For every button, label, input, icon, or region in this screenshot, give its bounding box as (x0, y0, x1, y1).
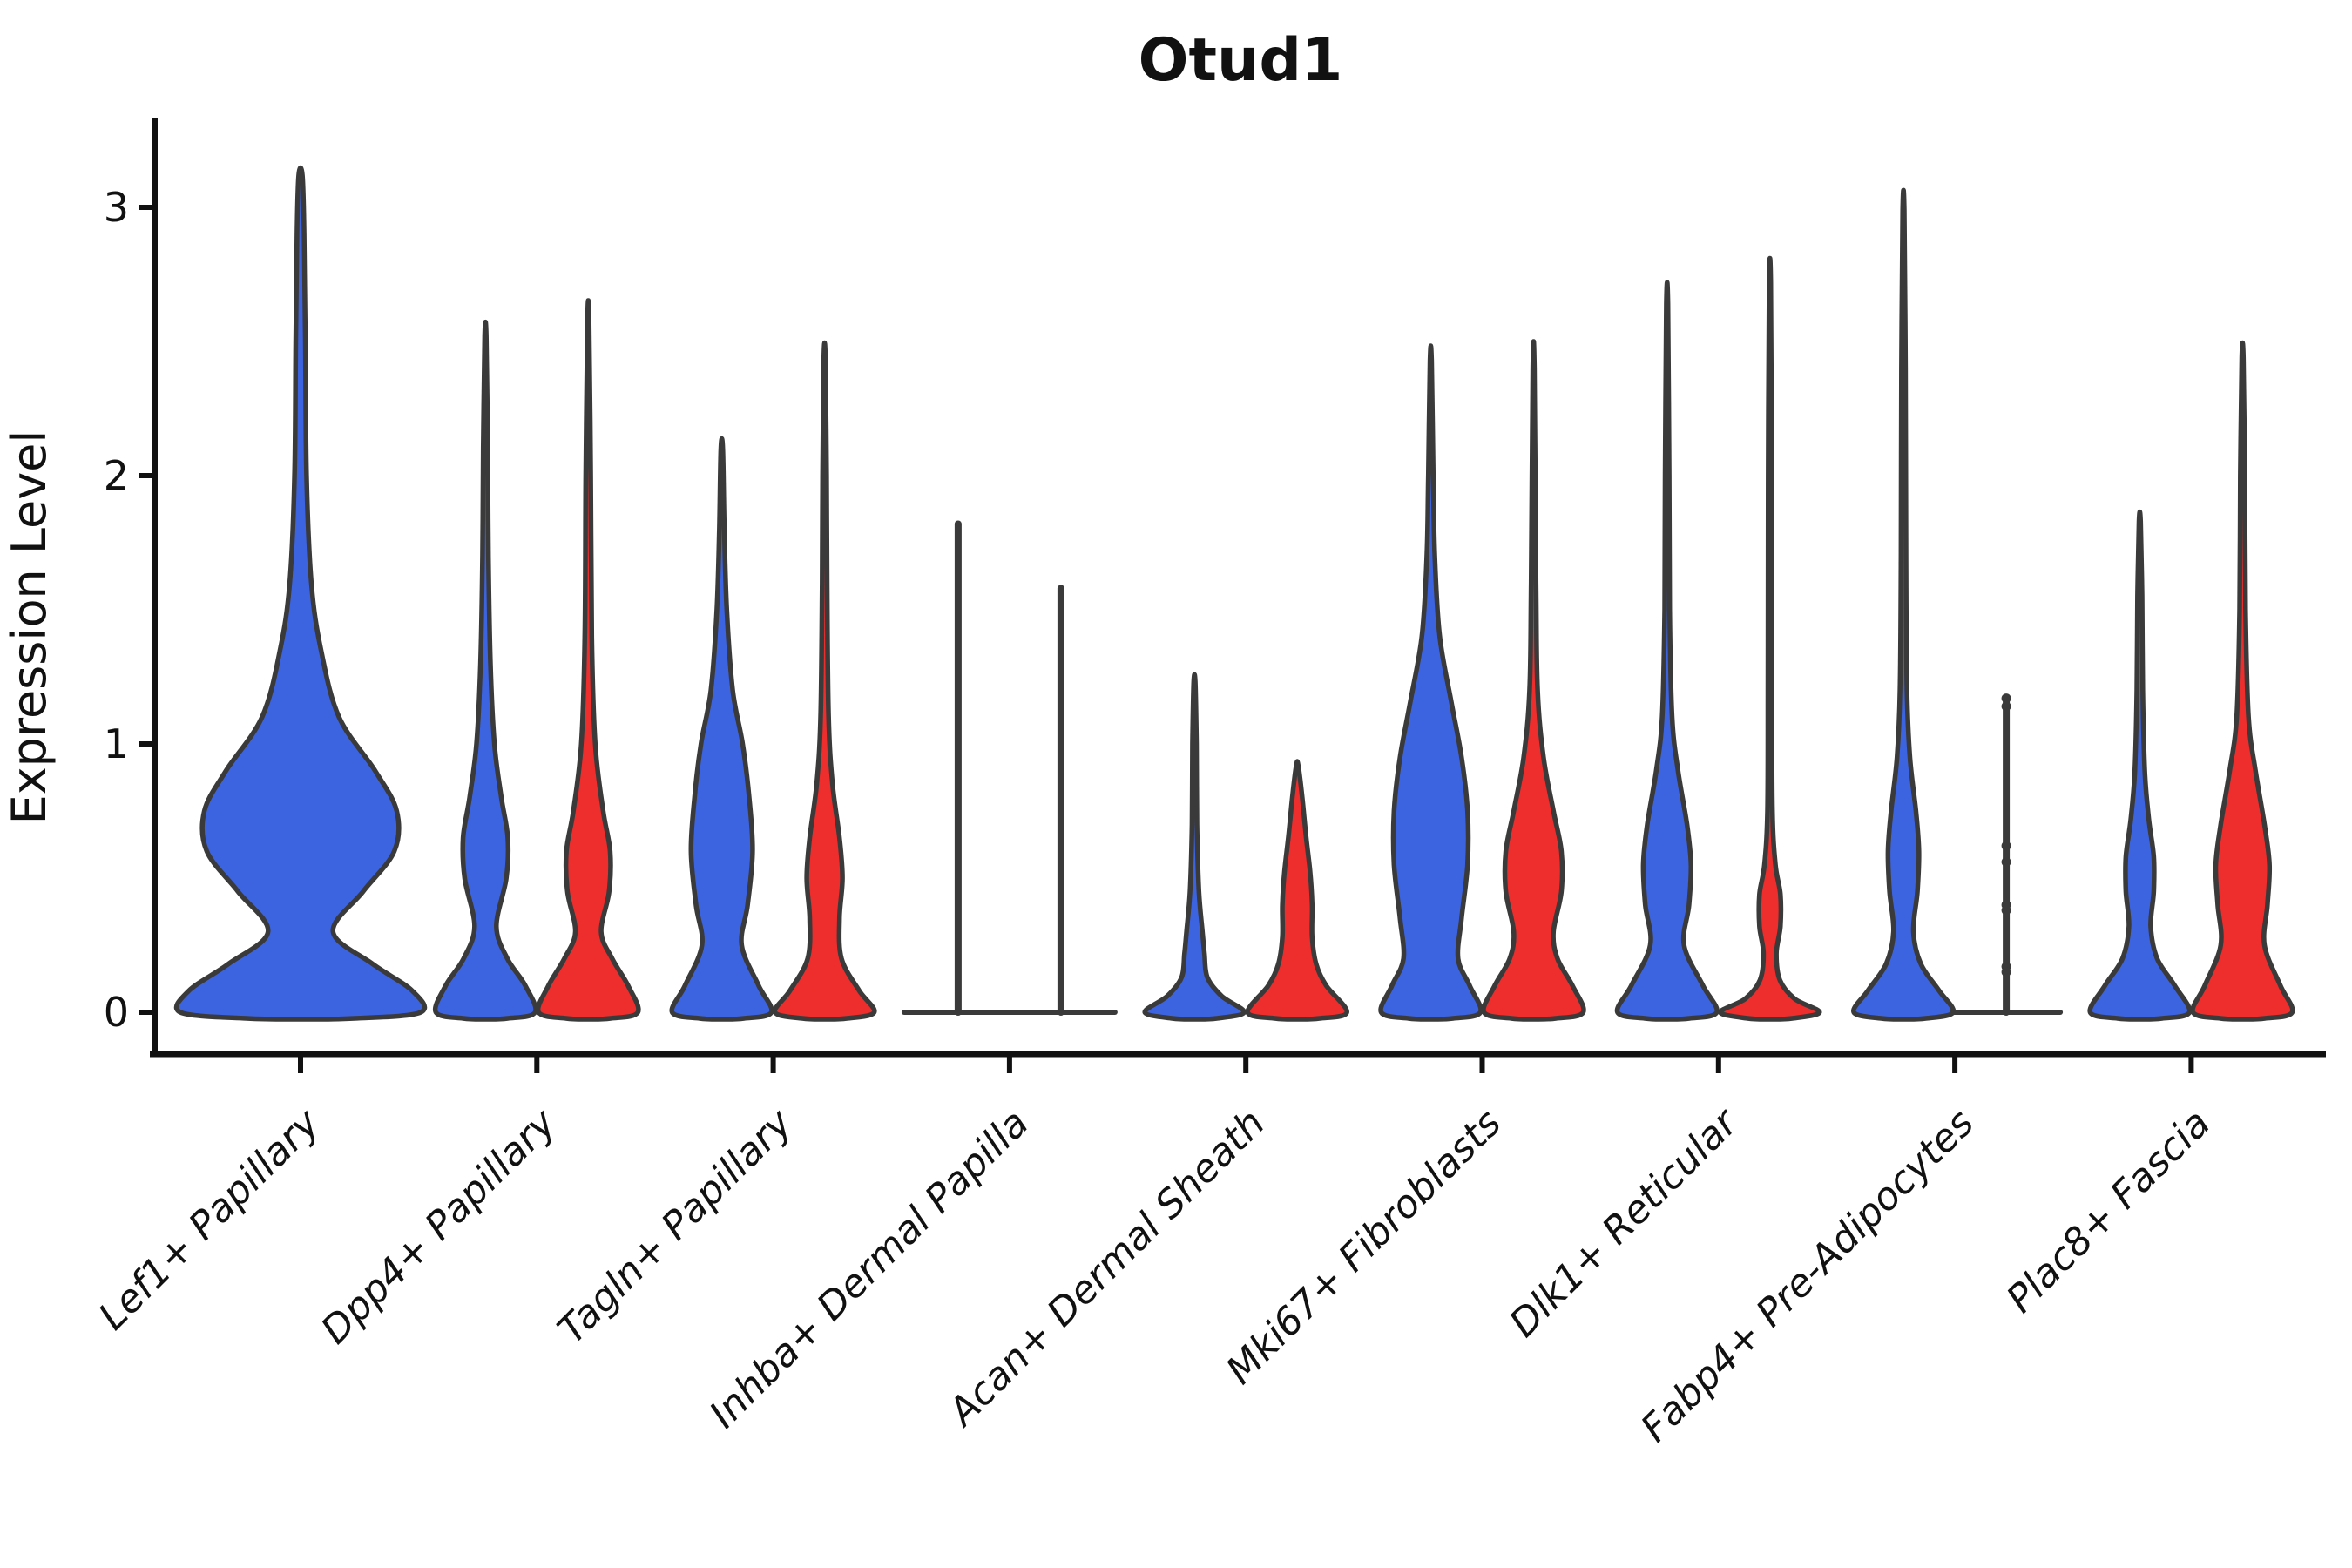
violin-fabp4-pre-adipocytes-blue (1851, 187, 1957, 1022)
x-tick-label-mki67-fibroblasts: Mki67+ Fibroblasts (1218, 1101, 1510, 1393)
x-tick-label-dpp4-papillary: Dpp4+ Papillary (313, 1100, 565, 1353)
violin-plac8-fascia-red (2190, 340, 2295, 1022)
y-tick-label: 1 (104, 720, 129, 767)
y-axis-ticks: 0 1 2 3 (104, 184, 155, 1036)
x-tick-label-plac8-fascia: Plac8+ Fascia (1998, 1101, 2219, 1321)
y-axis-label: Expression Level (2, 430, 57, 825)
violin-fabp4-pre-adipocytes-red-point (2001, 905, 2011, 916)
violin-fabp4-pre-adipocytes-red-point (2001, 701, 2011, 712)
violin-fabp4-pre-adipocytes-red-point (2001, 841, 2011, 851)
x-tick-label-tagln-papillary: Tagln+ Papillary (550, 1100, 801, 1352)
violin-dlk1-reticular-red (1718, 256, 1822, 1022)
violin-fabp4-pre-adipocytes-red-point (2001, 857, 2011, 868)
y-tick-label: 3 (104, 184, 129, 231)
violin-mki67-fibroblasts-red (1481, 339, 1586, 1022)
x-tick-label-dlk1-reticular: Dlk1+ Reticular (1501, 1099, 1747, 1346)
y-tick-label: 2 (104, 452, 129, 499)
x-tick-label-lef1-papillary: Lef1+ Papillary (91, 1100, 329, 1339)
violin-acan-dermal-sheath-blue (1142, 672, 1247, 1022)
violin-tagln-papillary-red (772, 340, 877, 1022)
violin-mki67-fibroblasts-blue (1378, 343, 1484, 1022)
violin-lef1-papillary-blue (173, 165, 428, 1022)
violin-dlk1-reticular-blue (1614, 280, 1720, 1022)
violin-tagln-papillary-blue (669, 436, 774, 1022)
violin-plac8-fascia-blue (2087, 509, 2193, 1022)
y-tick-label: 0 (104, 989, 129, 1036)
chart-title: Otud1 (1139, 26, 1343, 95)
violin-acan-dermal-sheath-red (1245, 759, 1349, 1022)
violin-dpp4-papillary-blue (432, 319, 538, 1022)
violin-fabp4-pre-adipocytes-red-point (2001, 967, 2011, 977)
violin-series-layer (173, 165, 2295, 1022)
violin-dpp4-papillary-red (535, 298, 641, 1022)
violin-fabp4-pre-adipocytes-red-point (2001, 693, 2011, 704)
